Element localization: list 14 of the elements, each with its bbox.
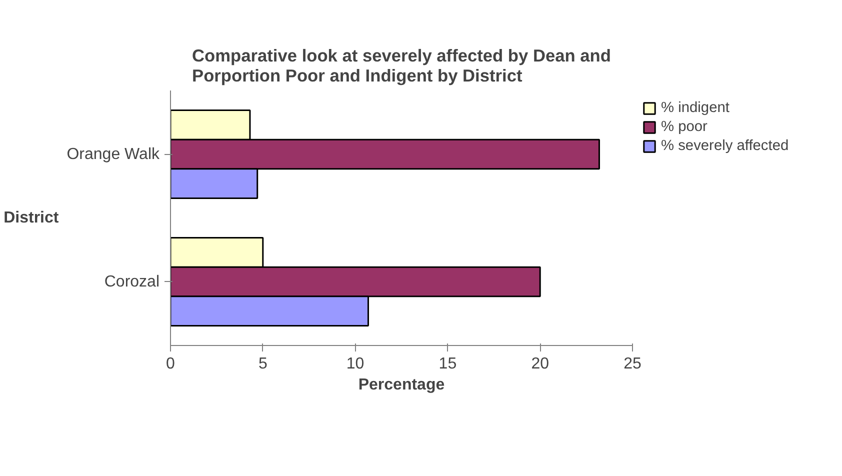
y-tick-label: Corozal [104,273,160,290]
x-tick-label: 25 [624,356,642,372]
chart-title: Comparative look at severely affected by Dean and Porportion Poor and Indigent by District [192,46,611,86]
x-tick-label: 10 [346,356,364,372]
y-tick-label: Orange Walk [66,146,160,163]
x-tick-label: 5 [258,356,268,372]
legend-label: % severely affected [661,138,789,154]
x-axis-title: Percentage [358,376,445,394]
x-tick-label: 20 [531,356,550,372]
legend-label: % poor [661,119,708,135]
x-tick-label: 0 [166,356,176,372]
y-axis-title: District [4,210,60,226]
x-tick-label: 15 [438,356,457,372]
legend-label: % indigent [661,100,730,116]
